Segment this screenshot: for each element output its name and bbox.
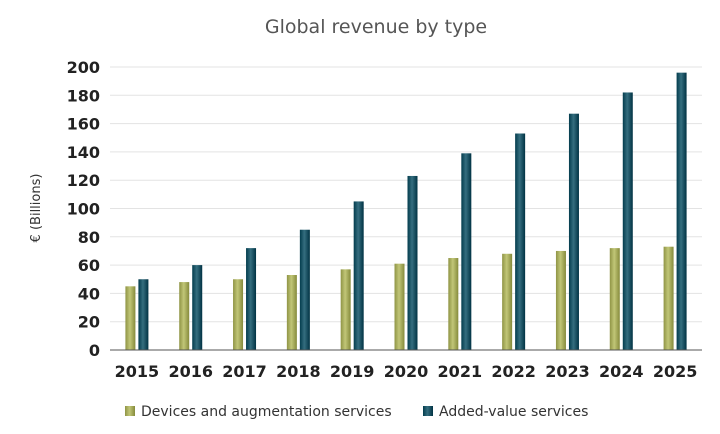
bar-devices-2016 — [179, 282, 190, 350]
bar-devices-2017 — [233, 279, 244, 350]
bar-devices-2025 — [663, 246, 674, 350]
y-tick-label: 160 — [67, 115, 100, 134]
y-tick-label: 0 — [89, 341, 100, 360]
bar-added-value-2015 — [138, 279, 149, 350]
bar-devices-2024 — [609, 248, 620, 350]
bars — [125, 72, 687, 350]
x-tick-label: 2022 — [491, 362, 536, 381]
bar-added-value-2016 — [192, 265, 203, 350]
x-tick-label: 2018 — [276, 362, 321, 381]
x-tick-label: 2023 — [545, 362, 590, 381]
bar-added-value-2022 — [515, 133, 526, 350]
bar-devices-2021 — [448, 258, 459, 350]
y-axis-label: € (Billions) — [29, 174, 44, 243]
bar-added-value-2024 — [622, 92, 633, 350]
y-tick-label: 20 — [78, 313, 100, 332]
y-tick-label: 140 — [67, 143, 100, 162]
y-tick-label: 60 — [78, 256, 100, 275]
x-tick-label: 2025 — [653, 362, 698, 381]
bar-devices-2019 — [340, 269, 351, 350]
bar-devices-2018 — [286, 275, 297, 350]
x-tick-label: 2024 — [599, 362, 644, 381]
y-tick-label: 200 — [67, 58, 100, 77]
bar-devices-2022 — [502, 253, 513, 350]
bar-added-value-2018 — [299, 229, 310, 350]
x-tick-label: 2020 — [384, 362, 429, 381]
legend-swatch — [125, 406, 135, 416]
x-tick-label: 2017 — [222, 362, 267, 381]
bar-added-value-2019 — [353, 201, 364, 350]
x-tick-label: 2016 — [168, 362, 213, 381]
gridlines — [110, 66, 702, 323]
y-tick-label: 180 — [67, 86, 100, 105]
y-tick-label: 120 — [67, 171, 100, 190]
bar-devices-2023 — [555, 250, 566, 350]
legend: Devices and augmentation services Added-v… — [125, 404, 588, 420]
bar-devices-2020 — [394, 263, 405, 350]
bar-added-value-2017 — [246, 248, 257, 350]
bar-added-value-2020 — [407, 175, 418, 350]
x-tick-label: 2015 — [115, 362, 160, 381]
bar-added-value-2023 — [568, 113, 579, 350]
legend-swatch — [423, 406, 433, 416]
bar-added-value-2025 — [676, 72, 687, 350]
bar-devices-2015 — [125, 286, 136, 350]
y-tick-label: 40 — [78, 284, 100, 303]
y-tick-label: 80 — [78, 228, 100, 247]
x-tick-label: 2019 — [330, 362, 375, 381]
chart-title: Global revenue by type — [265, 16, 487, 38]
y-axis-ticks: 0 20 40 60 80 100 120 140 160 180 200 — [67, 58, 100, 360]
legend-label: Devices and augmentation services — [141, 404, 392, 420]
legend-label: Added-value services — [439, 404, 588, 420]
bar-added-value-2021 — [461, 153, 472, 350]
y-tick-label: 100 — [67, 200, 100, 219]
x-tick-label: 2021 — [438, 362, 483, 381]
x-axis-ticks: 2015 2016 2017 2018 2019 2020 2021 2022 2023 2024… — [115, 362, 698, 381]
